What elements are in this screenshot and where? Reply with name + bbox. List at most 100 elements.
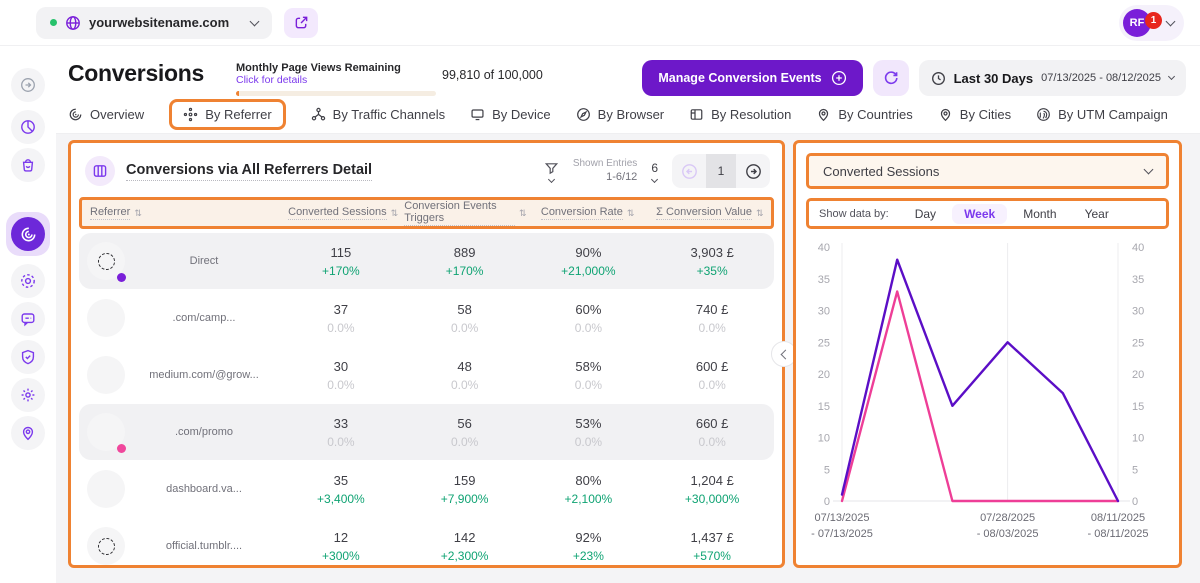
- cell-delta: 0.0%: [450, 320, 479, 335]
- cell-delta: 0.0%: [327, 434, 355, 449]
- period-button-year[interactable]: Year: [1073, 204, 1121, 224]
- period-button-day[interactable]: Day: [903, 204, 948, 224]
- sidebar-item-locations[interactable]: [11, 416, 45, 450]
- column-header[interactable]: Converted Sessions ⇅: [282, 206, 404, 220]
- map-pin-icon: [20, 425, 36, 441]
- referrer-cell: Direct: [79, 242, 279, 282]
- tab-by-resolution[interactable]: By Resolution: [689, 101, 791, 128]
- next-page-button[interactable]: [736, 154, 770, 188]
- period-button-month[interactable]: Month: [1011, 204, 1068, 224]
- manage-conversion-events-button[interactable]: Manage Conversion Events: [642, 60, 863, 96]
- value-cell: 159 +7,900%: [403, 473, 527, 506]
- funnel-icon: [544, 161, 559, 176]
- column-header[interactable]: Σ Conversion Value ⇅: [649, 206, 771, 220]
- tab-by-browser[interactable]: By Browser: [576, 101, 664, 128]
- table-columns-icon: [85, 156, 115, 186]
- sort-icon: ⇅: [756, 207, 764, 218]
- sidebar-item-settings[interactable]: [11, 378, 45, 412]
- value-cell: 1,437 £ +570%: [650, 530, 774, 563]
- value-cell: 48 0.0%: [403, 359, 527, 392]
- sidebar-item-conversions-active[interactable]: [6, 212, 50, 256]
- metric-dropdown[interactable]: Converted Sessions: [806, 153, 1169, 189]
- cell-delta: +2,100%: [564, 491, 613, 506]
- cell-value: 30: [333, 358, 349, 374]
- cell-delta: +170%: [322, 263, 360, 278]
- page-size-selector[interactable]: 6: [651, 161, 659, 183]
- referrer-name: .com/promo: [174, 426, 234, 438]
- cell-value: 660 £: [695, 415, 729, 431]
- referrer-favicon: [87, 242, 126, 282]
- tab-overview[interactable]: Overview: [68, 101, 144, 128]
- plus-circle-icon: [831, 70, 847, 86]
- tab-by-countries[interactable]: By Countries: [816, 101, 913, 128]
- table-row[interactable]: Direct 115 +170% 889 +170% 90% +21,000% 3,903 £…: [79, 233, 774, 289]
- cell-value: 80%: [575, 472, 602, 488]
- cell-delta: 0.0%: [698, 320, 726, 335]
- tab-by-referrer[interactable]: By Referrer: [169, 99, 286, 130]
- value-cell: 1,204 £ +30,000%: [650, 473, 774, 506]
- user-menu[interactable]: RF 1: [1119, 4, 1184, 41]
- svg-text:08/11/2025: 08/11/2025: [1091, 512, 1145, 524]
- show-data-by-label: Show data by:: [819, 207, 889, 220]
- filter-button[interactable]: [544, 161, 559, 183]
- referrer-cell: medium.com/@grow...: [79, 356, 279, 394]
- sort-icon: ⇅: [518, 207, 527, 218]
- dashed-circle-icon: [97, 252, 115, 270]
- page-title: Conversions: [68, 60, 205, 86]
- svg-text:20: 20: [818, 369, 830, 381]
- refresh-button[interactable]: [872, 60, 909, 96]
- tab-by-cities[interactable]: By Cities: [938, 101, 1011, 128]
- cell-value: 35: [333, 472, 349, 488]
- globe-icon: [65, 15, 81, 31]
- column-header[interactable]: Conversion Events Triggers ⇅: [404, 200, 527, 226]
- svg-text:40: 40: [1132, 242, 1144, 254]
- cell-delta: +300%: [322, 548, 360, 563]
- column-header[interactable]: Referrer ⇅: [82, 206, 282, 220]
- sidebar-item-chat[interactable]: [11, 302, 45, 336]
- svg-text:- 08/03/2025: - 08/03/2025: [977, 528, 1039, 540]
- quota-details-link[interactable]: Click for details: [236, 74, 308, 86]
- tab-label: By Browser: [597, 107, 665, 122]
- sidebar-item-goals[interactable]: [11, 264, 45, 298]
- tab-by-utm-campaign[interactable]: By UTM Campaign: [1036, 101, 1168, 128]
- tab-label: By Countries: [838, 107, 913, 122]
- value-cell: 58 0.0%: [403, 302, 527, 335]
- sidebar-item-orders[interactable]: [11, 148, 45, 182]
- tab-by-device[interactable]: By Device: [470, 101, 551, 128]
- table-row[interactable]: .com/camp... 37 0.0% 58 0.0% 60% 0.0% 740 £ 0.0%: [79, 290, 774, 346]
- sidebar-item-security[interactable]: [11, 340, 45, 374]
- tab-by-traffic-channels[interactable]: By Traffic Channels: [311, 101, 445, 128]
- svg-text:35: 35: [818, 274, 830, 286]
- prev-page-button[interactable]: [672, 154, 706, 188]
- value-cell: 37 0.0%: [279, 302, 403, 335]
- column-header[interactable]: Conversion Rate ⇅: [527, 206, 649, 220]
- pin-icon: [938, 107, 953, 122]
- svg-text:0: 0: [824, 496, 830, 508]
- gear-icon: [20, 387, 36, 403]
- date-range-picker[interactable]: Last 30 Days 07/13/2025 - 08/12/2025: [918, 60, 1186, 96]
- tab-label: Overview: [90, 107, 145, 122]
- website-selector[interactable]: yourwebsitename.com: [36, 6, 273, 39]
- table-row[interactable]: medium.com/@grow... 30 0.0% 48 0.0% 58% 0.0% 60…: [79, 347, 774, 403]
- open-website-button[interactable]: [284, 7, 319, 38]
- cell-value: 60%: [575, 301, 602, 317]
- current-page[interactable]: 1: [706, 154, 736, 188]
- cell-delta: 0.0%: [574, 377, 603, 392]
- referrer-favicon: [87, 413, 126, 453]
- table-row[interactable]: .com/promo 33 0.0% 56 0.0% 53% 0.0% 660 £ 0.0%: [79, 404, 774, 460]
- cell-delta: 0.0%: [450, 377, 479, 392]
- table-row[interactable]: official.tumblr.... 12 +300% 142 +2,300% 92% +…: [79, 518, 774, 574]
- value-cell: 3,903 £ +35%: [650, 245, 774, 278]
- sessions-line-chart: 0 0 5 5 10 10 15 15 20 20 25 25 30 30 35 35 40 40 07/13/20…: [796, 233, 1179, 548]
- quota-value: 99,810 of 100,000: [442, 68, 543, 82]
- table-header-row: Referrer ⇅ Converted Sessions ⇅ Conversion E…: [79, 197, 774, 229]
- arrow-right-circle-icon: [745, 163, 762, 180]
- period-button-week[interactable]: Week: [952, 203, 1008, 224]
- svg-text:25: 25: [818, 337, 830, 349]
- sidebar-collapse-button[interactable]: [11, 68, 45, 102]
- device-icon: [470, 107, 485, 122]
- svg-text:30: 30: [1132, 306, 1144, 318]
- sidebar-item-analytics[interactable]: [11, 110, 45, 144]
- table-row[interactable]: dashboard.va... 35 +3,400% 159 +7,900% 80% +2,…: [79, 461, 774, 517]
- conversions-spiral-icon: [11, 217, 45, 251]
